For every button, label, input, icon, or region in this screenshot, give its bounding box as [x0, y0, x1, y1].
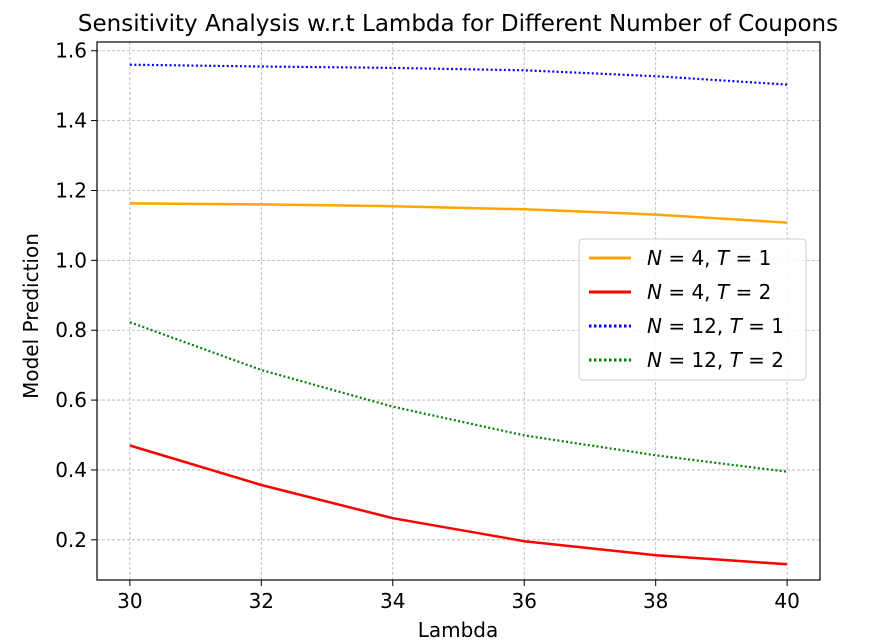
series-line-3 [129, 63, 788, 86]
y-tick-label: 0.8 [55, 318, 87, 342]
series-group [129, 63, 788, 566]
y-axis-label: Model Prediction [19, 233, 43, 399]
grid [97, 42, 820, 580]
x-axis-label: Lambda [418, 618, 499, 642]
x-tick-label: 30 [117, 589, 142, 613]
y-tick-label: 1.0 [55, 248, 87, 272]
x-tick-label: 38 [643, 589, 668, 613]
legend-label: N = 12, T = 2 [647, 348, 784, 372]
y-tick-label: 0.6 [55, 388, 87, 412]
legend-label: N = 4, T = 2 [647, 280, 771, 304]
chart-title: Sensitivity Analysis w.r.t Lambda for Di… [78, 11, 838, 37]
legend-box [578, 238, 807, 381]
y-tick-label: 1.2 [55, 178, 87, 202]
y-tick-label: 0.2 [55, 528, 87, 552]
y-tick-label: 1.6 [55, 39, 87, 63]
legend: N = 4, T = 1 N = 4, T = 2 N = 12, T = 1 N =… [578, 238, 807, 381]
series-line-4 [129, 321, 788, 473]
legend-label: N = 4, T = 1 [647, 246, 771, 270]
series-line-1 [129, 202, 788, 224]
x-tick-label: 32 [249, 589, 274, 613]
x-tick-label: 34 [380, 589, 405, 613]
ticks: 30 32 34 36 38 40 0.2 0.4 0.6 0.8 1.0 1.2 1.4 1.6 [55, 39, 800, 613]
x-tick-label: 36 [512, 589, 537, 613]
plot-frame [96, 41, 821, 581]
y-tick-label: 1.4 [55, 109, 87, 133]
y-tick-label: 0.4 [55, 458, 87, 482]
series-line-2 [129, 444, 788, 566]
x-tick-label: 40 [774, 589, 799, 613]
legend-label: N = 12, T = 1 [647, 314, 784, 338]
